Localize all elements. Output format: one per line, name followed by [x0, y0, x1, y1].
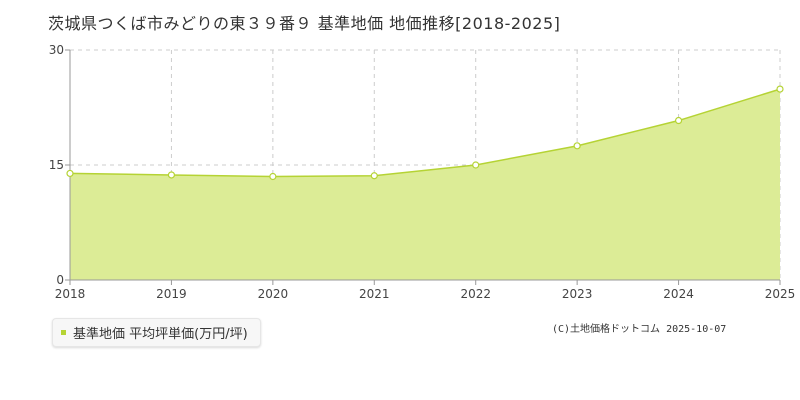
area-layer: [69, 88, 781, 280]
x-tick-label: 2019: [156, 287, 187, 301]
legend-label: 基準地価 平均坪単価(万円/坪): [73, 327, 248, 342]
data-point: [370, 172, 378, 180]
x-tick-label: 2021: [359, 287, 390, 301]
x-tick-label: 2018: [55, 287, 86, 301]
y-tick-label: 30: [49, 43, 64, 57]
axis-layer: [65, 49, 781, 285]
label-layer: 0 15 30 2018 2019 2020 2021 2022 2023 2024 2025: [49, 43, 796, 301]
x-tick-label: 2022: [460, 287, 491, 301]
series-line: [69, 88, 781, 178]
x-tick-label: 2025: [765, 287, 796, 301]
x-tick-label: 2024: [663, 287, 694, 301]
point-layer: [66, 85, 784, 181]
chart-title: 茨城県つくば市みどりの東３９番９ 基準地価 地価推移[2018-2025]: [48, 14, 561, 33]
data-point: [573, 142, 581, 150]
x-tick-label: 2020: [258, 287, 289, 301]
series-area: [70, 89, 780, 280]
copyright-text: (C)土地価格ドットコム 2025-10-07: [552, 324, 727, 335]
data-point: [66, 169, 74, 178]
y-tick-label: 0: [56, 273, 64, 287]
data-point: [167, 171, 176, 179]
legend-swatch: [61, 330, 66, 335]
data-point: [269, 172, 277, 181]
data-point: [776, 85, 784, 93]
legend: 基準地価 平均坪単価(万円/坪): [52, 318, 261, 347]
x-tick-label: 2023: [562, 287, 593, 301]
y-tick-label: 15: [49, 158, 64, 172]
data-point: [674, 116, 683, 125]
data-point: [472, 161, 480, 169]
